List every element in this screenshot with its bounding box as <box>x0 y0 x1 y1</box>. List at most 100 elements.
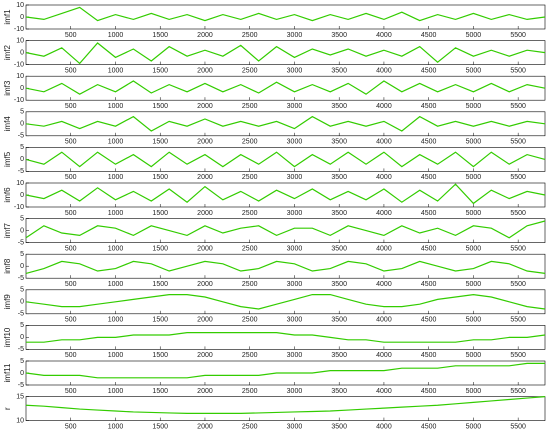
y-axis-label: imf9 <box>3 294 12 310</box>
x-tick-label: 4500 <box>421 103 437 110</box>
x-tick-label: 2000 <box>197 139 213 146</box>
x-tick-label: 2500 <box>242 388 258 395</box>
signal-line <box>26 332 546 343</box>
x-tick-label: 2500 <box>242 103 258 110</box>
y-tick-label: -10 <box>14 61 24 68</box>
x-tick-label: 3000 <box>287 388 303 395</box>
y-axis-label: imf11 <box>3 363 12 383</box>
x-tick-label: 5000 <box>466 32 482 39</box>
x-tick-label: 3000 <box>287 245 303 252</box>
y-tick-label: 5 <box>20 215 24 222</box>
x-tick-label: 3500 <box>331 103 347 110</box>
y-axis-label: imf3 <box>3 80 12 96</box>
y-tick-label: 0 <box>20 49 24 56</box>
y-tick-label: 0 <box>20 192 24 199</box>
x-tick-label: 4500 <box>421 352 437 359</box>
x-tick-label: 500 <box>65 388 77 395</box>
x-tick-label: 3500 <box>331 245 347 252</box>
x-tick-label: 500 <box>65 67 77 74</box>
x-tick-label: 1500 <box>152 352 168 359</box>
x-tick-label: 5000 <box>466 210 482 217</box>
y-tick-label: 0 <box>20 334 24 341</box>
x-tick-label: 5500 <box>510 32 526 39</box>
x-tick-label: 2000 <box>197 423 213 430</box>
x-tick-label: 5500 <box>510 317 526 324</box>
x-tick-label: 5500 <box>510 174 526 181</box>
x-tick-label: 1500 <box>152 67 168 74</box>
x-tick-label: 3500 <box>331 32 347 39</box>
y-tick-label: -5 <box>18 168 24 175</box>
x-tick-label: 2000 <box>197 103 213 110</box>
x-tick-label: 1500 <box>152 317 168 324</box>
x-tick-label: 3000 <box>287 281 303 288</box>
x-tick-label: 5500 <box>510 281 526 288</box>
x-tick-label: 4000 <box>376 174 392 181</box>
x-tick-label: 3500 <box>331 210 347 217</box>
signal-line <box>25 293 546 310</box>
x-tick-label: 5000 <box>466 103 482 110</box>
x-tick-label: 1000 <box>108 67 124 74</box>
y-tick-label: 10 <box>16 2 24 9</box>
y-tick-label: 0 <box>20 121 24 128</box>
x-tick-label: 2500 <box>242 139 258 146</box>
y-tick-label: 0 <box>20 263 24 270</box>
x-tick-label: 3500 <box>331 423 347 430</box>
x-tick-label: 500 <box>65 423 77 430</box>
x-tick-label: 5000 <box>466 352 482 359</box>
x-tick-label: 2000 <box>197 32 213 39</box>
x-tick-label: 5000 <box>466 67 482 74</box>
x-tick-label: 5500 <box>510 388 526 395</box>
y-tick-label: 10 <box>16 73 24 80</box>
x-tick-label: 3000 <box>287 67 303 74</box>
y-axis-label: imf1 <box>3 9 12 25</box>
panel-frame <box>25 75 546 101</box>
y-tick-label: 5 <box>20 322 24 329</box>
y-tick-label: -10 <box>14 26 24 33</box>
x-tick-label: 3500 <box>331 139 347 146</box>
signal-line <box>25 115 546 132</box>
x-tick-label: 3000 <box>287 352 303 359</box>
x-tick-label: 2500 <box>242 423 258 430</box>
x-tick-label: 2500 <box>242 32 258 39</box>
x-tick-label: 2000 <box>197 245 213 252</box>
y-axis-label: r <box>3 407 12 410</box>
x-tick-label: 1000 <box>108 352 124 359</box>
panel-frame <box>25 396 546 421</box>
x-tick-label: 4500 <box>421 317 437 324</box>
panel-frame <box>25 111 546 137</box>
x-tick-label: 5500 <box>510 67 526 74</box>
x-tick-label: 1000 <box>108 388 124 395</box>
x-tick-label: 1500 <box>152 388 168 395</box>
x-tick-label: 2000 <box>197 388 213 395</box>
x-tick-label: 2500 <box>242 245 258 252</box>
y-tick-label: -5 <box>18 275 24 282</box>
signal-line <box>25 183 546 205</box>
x-tick-label: 500 <box>65 139 77 146</box>
panel-frame <box>25 253 546 279</box>
x-tick-label: 2000 <box>197 210 213 217</box>
y-tick-label: 0 <box>20 156 24 163</box>
signal-line <box>25 80 546 95</box>
y-tick-label: -5 <box>18 382 24 389</box>
x-tick-label: 2000 <box>197 317 213 324</box>
y-tick-label: 5 <box>20 109 24 116</box>
x-tick-label: 500 <box>65 281 77 288</box>
x-tick-label: 5500 <box>510 245 526 252</box>
x-tick-label: 5000 <box>466 174 482 181</box>
x-tick-label: 4000 <box>376 245 392 252</box>
x-tick-label: 4500 <box>421 423 437 430</box>
y-axis-label: imf2 <box>3 44 12 60</box>
x-tick-label: 5500 <box>510 139 526 146</box>
x-tick-label: 1500 <box>152 103 168 110</box>
y-tick-label: 5 <box>20 144 24 151</box>
x-tick-label: 4500 <box>421 388 437 395</box>
x-tick-label: 2000 <box>197 67 213 74</box>
x-tick-label: 500 <box>65 317 77 324</box>
x-tick-label: 4000 <box>376 32 392 39</box>
x-tick-label: 500 <box>65 352 77 359</box>
y-tick-label: 15 <box>16 393 24 400</box>
x-tick-label: 3000 <box>287 174 303 181</box>
x-tick-label: 3000 <box>287 103 303 110</box>
y-tick-label: 0 <box>20 227 24 234</box>
x-tick-label: 5000 <box>466 281 482 288</box>
